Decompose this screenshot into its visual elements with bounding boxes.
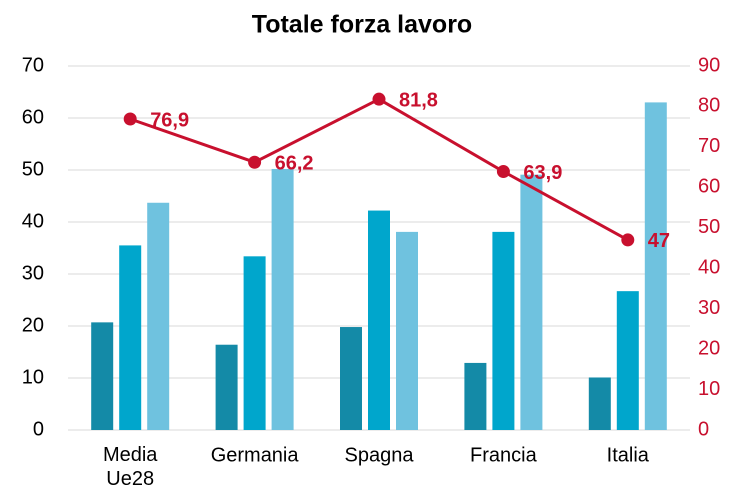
y2-tick-label: 40: [698, 257, 720, 279]
bar: [368, 210, 390, 430]
bar: [464, 362, 487, 430]
x-tick-label: Spagna: [345, 444, 415, 466]
y-tick-label: 30: [22, 262, 44, 284]
y-tick-label: 0: [33, 418, 44, 440]
y2-tick-label: 50: [698, 216, 720, 238]
y2-tick-label: 70: [698, 135, 720, 157]
line-point: [621, 233, 635, 247]
y2-tick-label: 30: [698, 297, 720, 319]
line-point: [372, 92, 386, 106]
x-tick-label: Media Ue28: [103, 444, 158, 490]
chart-title: Totale forza lavoro: [252, 11, 472, 39]
line-point: [248, 155, 262, 169]
x-tick-label: Italia: [607, 444, 650, 466]
y-tick-label: 20: [22, 314, 44, 336]
y2-tick-label: 0: [698, 418, 709, 440]
bar: [520, 174, 543, 430]
y-tick-label: 10: [22, 366, 44, 388]
y2-tick-label: 20: [698, 337, 720, 359]
y-tick-label: 40: [22, 210, 44, 232]
line-point: [496, 165, 510, 179]
bar: [243, 256, 266, 430]
data-label: 47: [648, 230, 670, 252]
data-label: 81,8: [399, 89, 438, 111]
bar: [340, 327, 362, 430]
data-label: 76,9: [150, 109, 189, 131]
x-tick-label: Francia: [470, 444, 538, 466]
y-tick-label: 70: [22, 54, 44, 76]
bar: [492, 231, 515, 430]
bar: [215, 344, 238, 430]
bar: [147, 202, 170, 430]
y-tick-label: 50: [22, 158, 44, 180]
bar: [616, 291, 639, 430]
bar: [91, 322, 114, 430]
bar: [644, 102, 667, 431]
bar: [396, 231, 418, 430]
line-point: [123, 112, 137, 126]
y2-tick-label: 60: [698, 176, 720, 198]
bar: [119, 245, 142, 430]
data-label: 66,2: [275, 153, 314, 175]
y2-tick-label: 80: [698, 95, 720, 117]
y-tick-label: 60: [22, 106, 44, 128]
bar: [588, 377, 611, 430]
y2-tick-label: 10: [698, 378, 720, 400]
data-label: 63,9: [523, 162, 562, 184]
x-tick-label: Germania: [211, 444, 300, 466]
bar: [271, 168, 294, 430]
y2-tick-label: 90: [698, 54, 720, 76]
